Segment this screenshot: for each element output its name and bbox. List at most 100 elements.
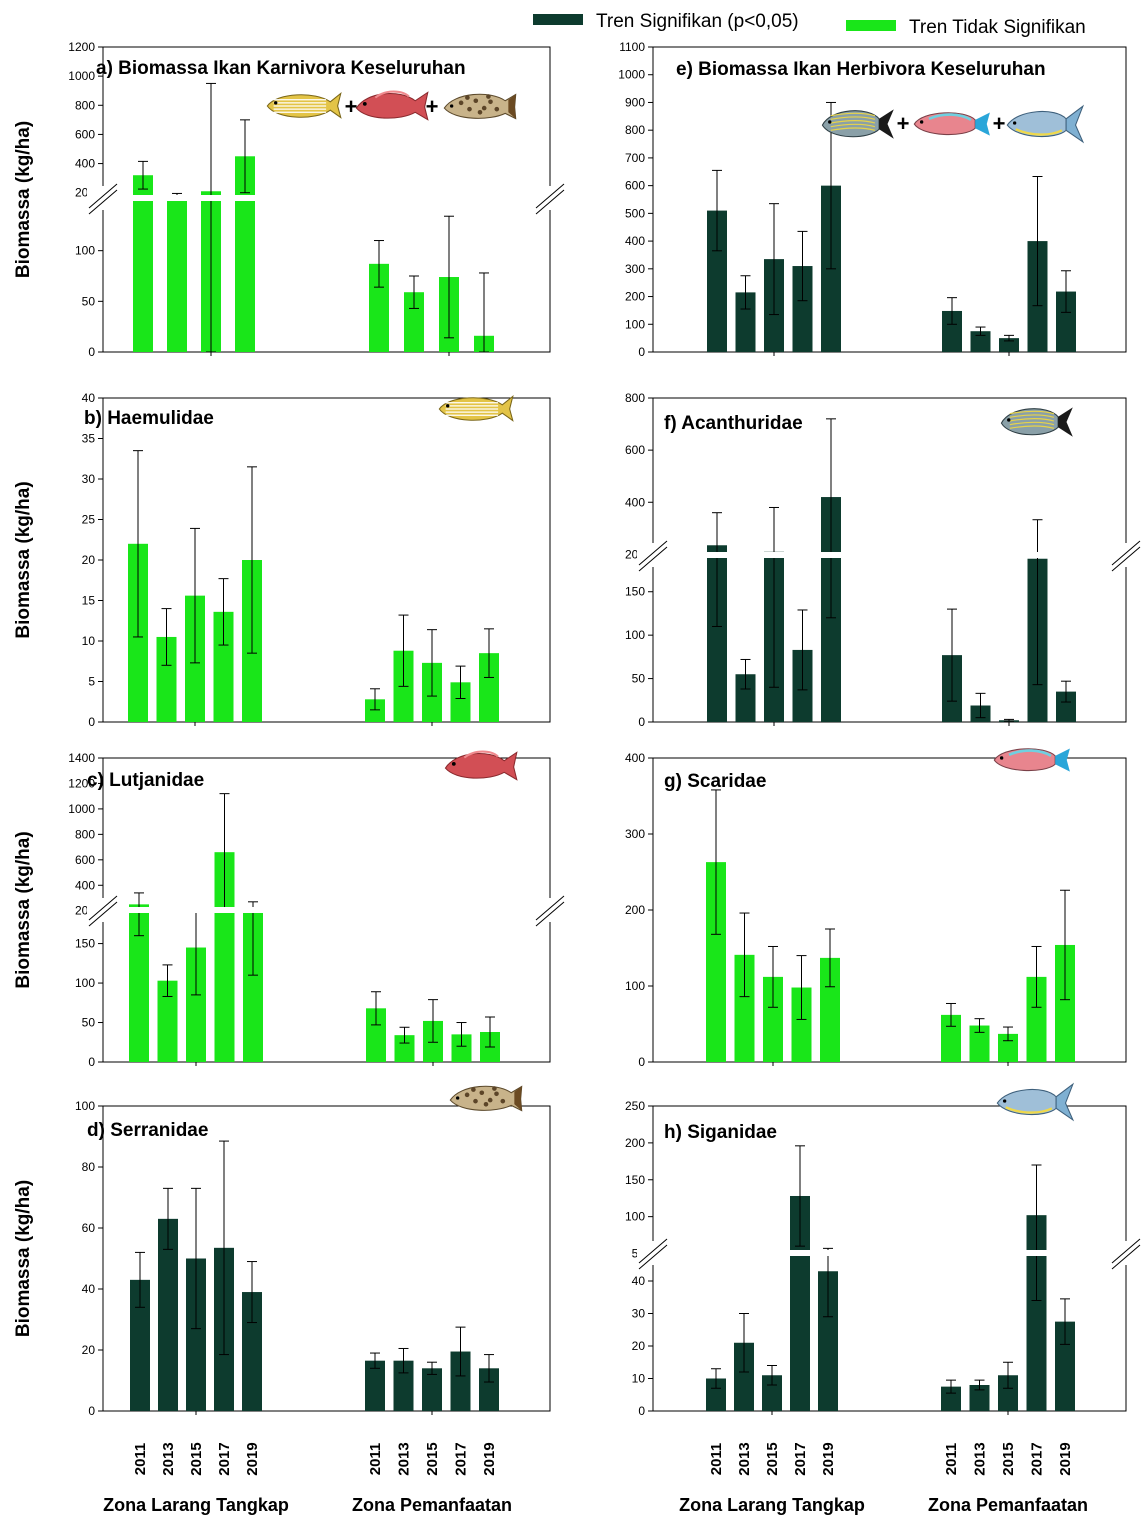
axis-break-line — [88, 895, 118, 921]
y-tick-label: 600 — [75, 127, 95, 141]
serranidae-tail — [508, 94, 516, 119]
bar — [942, 310, 962, 352]
y-tick-label: 50 — [82, 1016, 96, 1030]
acanthuridae-stripe — [830, 127, 876, 131]
x-year-label: 2019 — [820, 1442, 837, 1475]
axis-break-line — [535, 901, 565, 927]
haemulidae-eye — [274, 101, 278, 105]
acanthuridae-fish-icon — [1000, 407, 1073, 437]
y-tick-label: 0 — [88, 345, 95, 359]
siganidae-stripe — [1005, 1106, 1053, 1114]
y-tick-label: 150 — [625, 1173, 645, 1187]
bar — [186, 947, 206, 1062]
y-tick-label: 100 — [625, 317, 645, 331]
panel-title: g) Scaridae — [664, 771, 766, 792]
bar — [820, 957, 840, 1062]
plus-sign: + — [345, 94, 358, 119]
panel-title: h) Siganidae — [664, 1122, 777, 1143]
x-year-label: 2017 — [792, 1442, 809, 1475]
bar — [130, 1279, 150, 1411]
y-tick-label: 40 — [632, 1274, 646, 1288]
lutjanidae-fin — [374, 90, 410, 99]
serranidae-spot — [467, 106, 472, 112]
x-year-label: 2019 — [244, 1442, 261, 1475]
haemulidae-fish-icon — [438, 395, 514, 422]
bar — [791, 987, 812, 1062]
haemulidae-fish-icon — [266, 92, 342, 119]
siganidae-fish-icon — [996, 1082, 1075, 1122]
siganidae-eye — [1002, 1099, 1007, 1103]
plus-sign: + — [897, 111, 910, 136]
serranidae-spot — [483, 1101, 489, 1107]
siganidae-tail — [1065, 104, 1085, 144]
y-tick-label: 40 — [82, 1282, 96, 1296]
axis-break-mask — [87, 898, 119, 922]
y-tick-label: 20 — [82, 553, 96, 567]
x-year-label: 2013 — [736, 1442, 753, 1475]
axis-break-line — [88, 183, 118, 209]
serranidae-fish-icon — [449, 1085, 523, 1112]
y-tick-label: 100 — [625, 628, 645, 642]
serranidae-eye — [455, 1096, 460, 1100]
bar — [369, 263, 389, 352]
axis-break-line — [535, 895, 565, 921]
zone-label: Zona Pemanfaatan — [352, 1495, 512, 1515]
y-axis-label: Biomassa (kg/ha) — [13, 831, 34, 988]
plus-sign: + — [426, 94, 439, 119]
lutjanidae-fish-icon — [444, 750, 518, 781]
y-tick-label: 0 — [638, 715, 645, 729]
siganidae-stripe — [1015, 128, 1063, 136]
x-year-label: 2015 — [764, 1442, 781, 1475]
bar — [404, 292, 424, 352]
y-tick-label: 0 — [88, 715, 95, 729]
siganidae-tail — [1055, 1082, 1075, 1122]
y-tick-label: 300 — [625, 827, 645, 841]
y-tick-label: 1200 — [68, 40, 95, 54]
acanthuridae-fish-icon — [821, 109, 894, 139]
x-year-label: 2013 — [972, 1442, 989, 1475]
bar — [394, 1035, 415, 1062]
bar — [1056, 291, 1076, 352]
bar — [970, 331, 991, 352]
axis-break-line — [638, 1244, 668, 1270]
serranidae-spot — [481, 105, 487, 111]
serranidae-spot — [458, 100, 464, 106]
panel-title: c) Lutjanidae — [87, 770, 204, 791]
serranidae-spot — [479, 1090, 485, 1096]
y-tick-label: 600 — [625, 443, 645, 457]
y-tick-label: 300 — [625, 262, 645, 276]
bar — [451, 1034, 472, 1062]
bar — [158, 1218, 178, 1411]
bar — [213, 611, 234, 722]
bar — [969, 1025, 990, 1062]
y-tick-label: 250 — [625, 1099, 645, 1113]
bar — [242, 1292, 262, 1411]
scaridae-stripe — [1008, 749, 1052, 758]
y-tick-label: 50 — [632, 672, 646, 686]
x-year-label: 2011 — [708, 1443, 725, 1476]
lutjanidae-eye — [451, 762, 456, 766]
serranidae-spot — [486, 94, 491, 99]
axis-break-line — [1111, 1244, 1141, 1270]
axis-break-line — [638, 1238, 668, 1264]
serranidae-spot — [487, 1097, 493, 1103]
y-tick-label: 400 — [75, 878, 95, 892]
y-tick-label: 400 — [75, 157, 95, 171]
bar — [243, 912, 263, 1062]
y-tick-label: 800 — [75, 827, 95, 841]
acanthuridae-tail — [1058, 407, 1073, 437]
x-year-label: 2011 — [132, 1443, 149, 1476]
y-tick-label: 150 — [75, 937, 95, 951]
y-tick-label: 20 — [82, 1343, 96, 1357]
haemulidae-eye — [446, 404, 450, 408]
y-tick-label: 800 — [75, 98, 95, 112]
acanthuridae-eye — [1007, 418, 1011, 422]
bar — [156, 636, 177, 722]
axis-break-line — [1111, 1238, 1141, 1264]
acanthuridae-stripe — [830, 112, 876, 117]
bar — [735, 674, 756, 722]
y-tick-label: 35 — [82, 432, 96, 446]
y-tick-label: 1400 — [68, 751, 95, 765]
